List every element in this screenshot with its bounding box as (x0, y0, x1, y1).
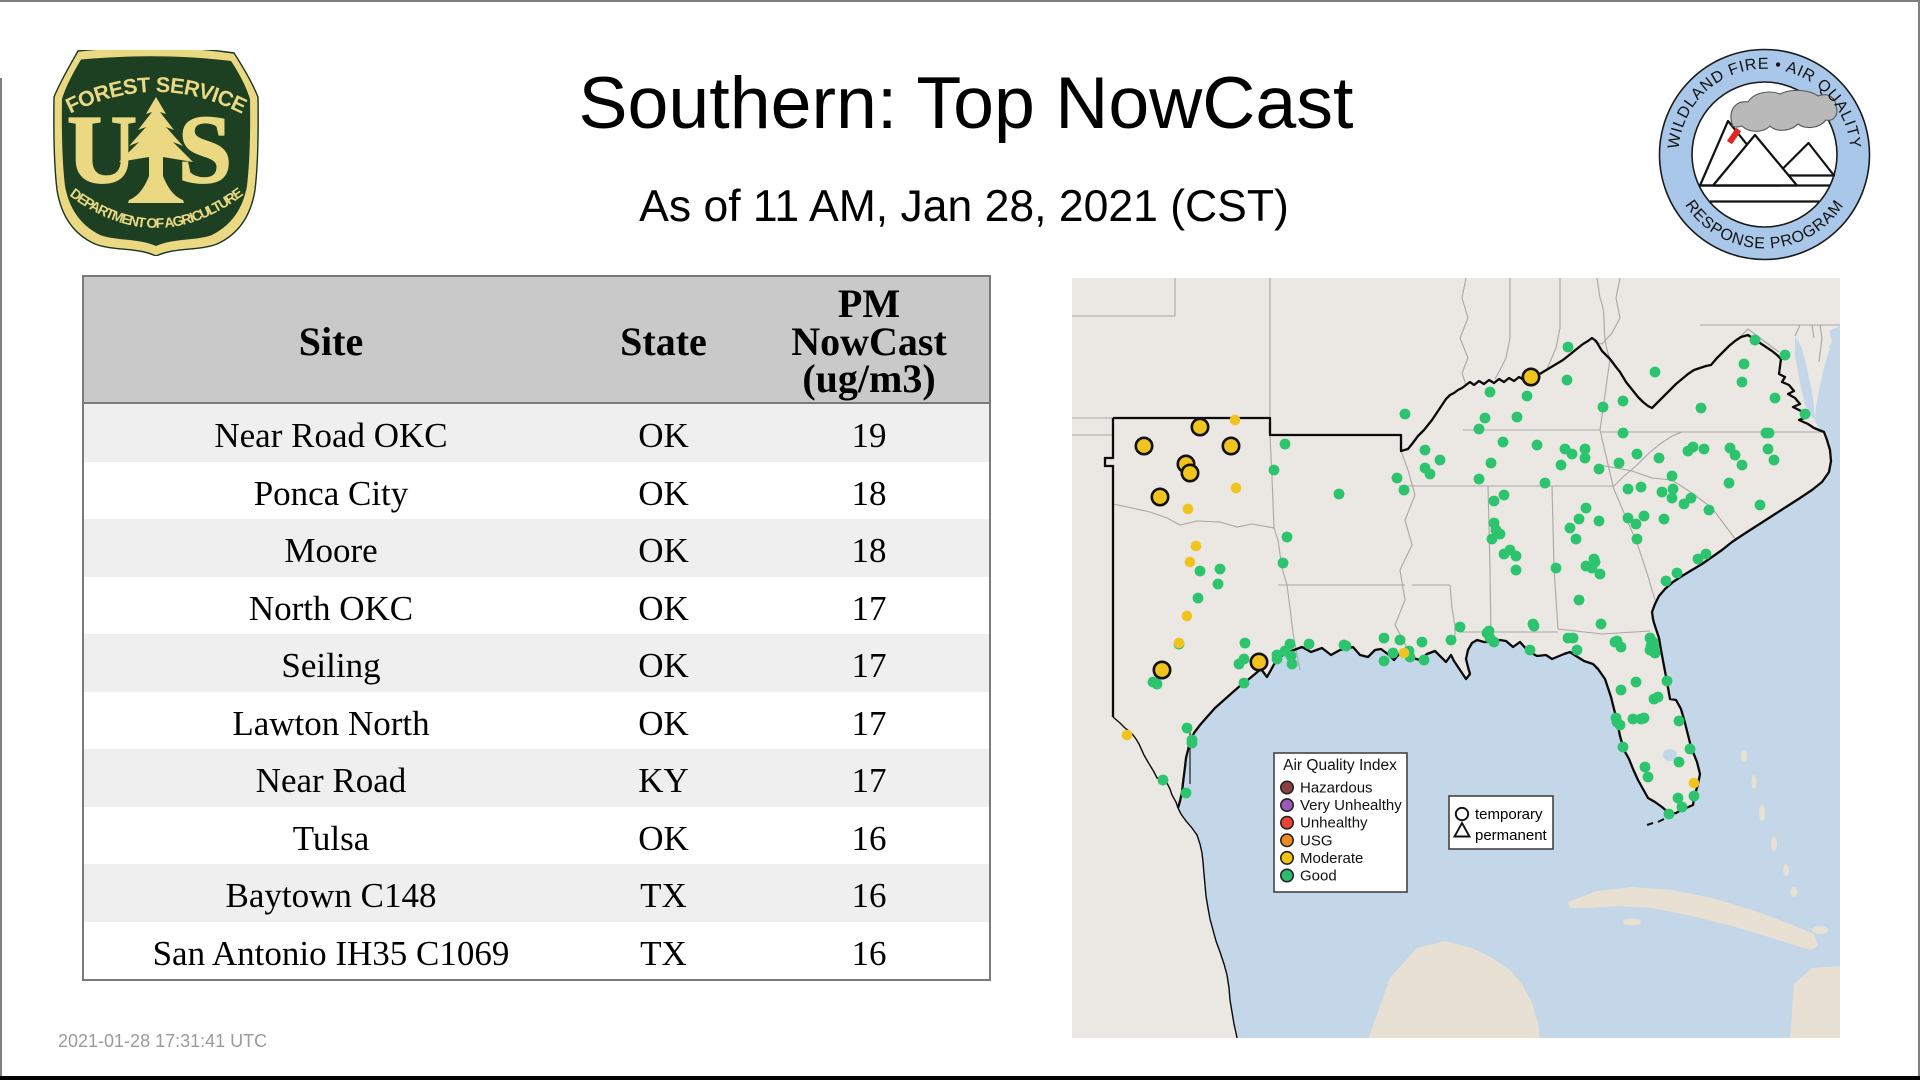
svg-text:USG: USG (1300, 832, 1333, 849)
svg-text:permanent: permanent (1475, 827, 1548, 844)
svg-text:Moderate: Moderate (1300, 850, 1363, 867)
svg-text:temporary: temporary (1475, 806, 1543, 823)
svg-text:S: S (178, 96, 232, 203)
svg-text:Very Unhealthy: Very Unhealthy (1300, 797, 1402, 814)
svg-text:Good: Good (1300, 868, 1337, 885)
svg-text:Hazardous: Hazardous (1300, 780, 1373, 797)
svg-text:Air Quality Index: Air Quality Index (1283, 757, 1397, 774)
svg-text:Unhealthy: Unhealthy (1300, 815, 1368, 832)
svg-text:U: U (67, 96, 137, 203)
